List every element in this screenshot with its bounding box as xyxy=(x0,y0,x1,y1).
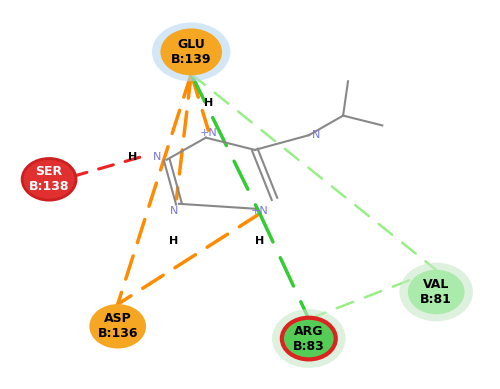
Text: N: N xyxy=(170,206,178,216)
Ellipse shape xyxy=(152,23,230,81)
Text: VAL
B:81: VAL B:81 xyxy=(420,278,452,306)
Ellipse shape xyxy=(22,158,76,200)
Ellipse shape xyxy=(162,30,220,74)
Text: +N: +N xyxy=(251,206,268,216)
Ellipse shape xyxy=(282,318,336,359)
Text: H: H xyxy=(170,236,178,245)
Text: ARG
B:83: ARG B:83 xyxy=(293,324,324,352)
Text: SER
B:138: SER B:138 xyxy=(29,165,70,193)
Text: +N: +N xyxy=(200,128,217,138)
Ellipse shape xyxy=(410,271,463,313)
Text: GLU
B:139: GLU B:139 xyxy=(171,38,211,66)
Text: N: N xyxy=(152,152,161,162)
Ellipse shape xyxy=(400,263,473,321)
Text: H: H xyxy=(128,152,137,162)
Text: H: H xyxy=(204,98,213,109)
Text: H: H xyxy=(255,236,264,245)
Ellipse shape xyxy=(272,309,345,368)
Text: N: N xyxy=(312,130,320,140)
Text: ASP
B:136: ASP B:136 xyxy=(98,312,138,340)
Ellipse shape xyxy=(90,305,144,347)
